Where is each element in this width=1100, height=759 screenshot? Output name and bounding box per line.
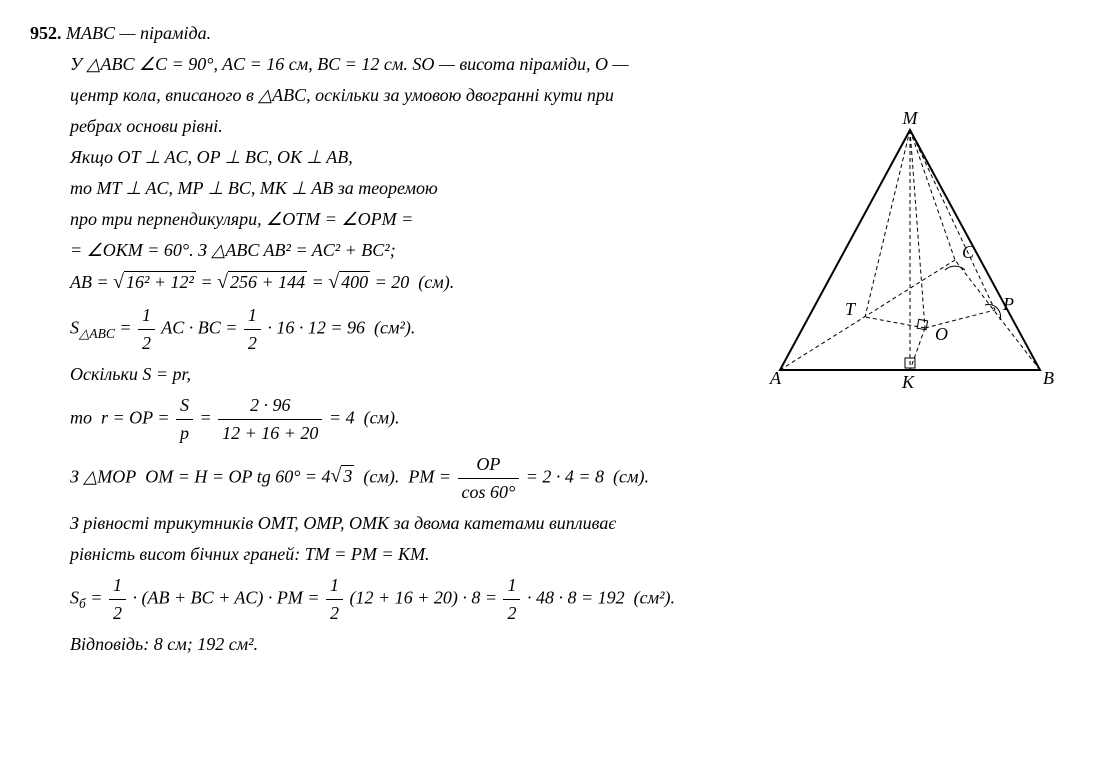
s-eq: = bbox=[115, 317, 136, 337]
frac-half-2: 12 bbox=[244, 302, 261, 357]
label-a: A bbox=[769, 368, 782, 388]
ab-pre: AB = bbox=[70, 272, 113, 292]
equal-line1: З рівності трикутників OMT, OMP, OMK за … bbox=[70, 510, 1070, 537]
sb-label: S bbox=[70, 587, 79, 607]
sqrt-1: 16² + 12² bbox=[113, 268, 196, 298]
mop-line: З △MOP OM = H = OP tg 60° = 43 (см). PM … bbox=[70, 451, 1070, 506]
problem-number: 952. bbox=[30, 23, 62, 43]
s-sub: △ABC bbox=[79, 326, 115, 341]
r-eq: = bbox=[195, 407, 216, 427]
mop-mid: (см). PM = bbox=[354, 466, 455, 486]
line-4: Якщо OT ⊥ AC, OP ⊥ BC, OK ⊥ AB, bbox=[70, 144, 750, 171]
r-result: = 4 (см). bbox=[324, 407, 399, 427]
pyramid-diagram: M A B C T P O K bbox=[760, 110, 1060, 410]
label-m: M bbox=[902, 110, 919, 128]
sb-sub: б bbox=[79, 596, 86, 611]
line-2: центр кола, вписаного в △ABC, оскільки з… bbox=[70, 82, 1070, 109]
label-c: C bbox=[962, 242, 975, 262]
s-abc-calc: S△ABC = 12 AC · BC = 12 · 16 · 12 = 96 (… bbox=[70, 302, 750, 357]
answer-text: 8 см; 192 см². bbox=[149, 634, 258, 654]
line-7: = ∠OKM = 60°. З △ABC AB² = AC² + BC²; bbox=[70, 237, 750, 264]
frac-half-1: 12 bbox=[138, 302, 155, 357]
mop-pre: З △MOP OM = H = OP tg 60° = 4 bbox=[70, 466, 331, 486]
ab-eq1: = bbox=[196, 272, 217, 292]
then-pre: то r = OP = bbox=[70, 407, 174, 427]
s-mid: AC · BC = bbox=[157, 317, 242, 337]
frac-pm: OPcos 60° bbox=[458, 451, 520, 506]
line-6: про три перпендикуляри, ∠OTM = ∠OPM = bbox=[70, 206, 750, 233]
line-1: У △ABC ∠C = 90°, AC = 16 см, BC = 12 см.… bbox=[70, 51, 1070, 78]
equal-line2: рівність висот бічних граней: TM = PM = … bbox=[70, 541, 1070, 568]
s-label: S bbox=[70, 317, 79, 337]
ab-eq2: = bbox=[307, 272, 328, 292]
sqrt-2: 256 + 144 bbox=[217, 268, 307, 298]
problem-content: 952. MABC — піраміда. У △ABC ∠C = 90°, A… bbox=[30, 20, 1070, 658]
s-mid2: · 16 · 12 = 96 (см²). bbox=[263, 317, 416, 337]
sb-eq: = bbox=[86, 587, 107, 607]
dashed-lines bbox=[780, 130, 1040, 370]
label-p: P bbox=[1002, 294, 1014, 314]
label-k: K bbox=[901, 372, 915, 392]
sb-mid1: · (AB + BC + AC) · PM = bbox=[128, 587, 324, 607]
sb-mid2: (12 + 16 + 20) · 8 = bbox=[345, 587, 501, 607]
answer-label: Відповідь: bbox=[70, 634, 149, 654]
ab-calc: AB = 16² + 12² = 256 + 144 = 400 = 20 (с… bbox=[70, 268, 750, 298]
frac-sp: Sp bbox=[176, 392, 193, 447]
answer-line: Відповідь: 8 см; 192 см². bbox=[70, 631, 1070, 658]
line-5: то MT ⊥ AC, MP ⊥ BC, MK ⊥ AB за теоремою bbox=[70, 175, 750, 202]
sb-calc: Sб = 12 · (AB + BC + AC) · PM = 12 (12 +… bbox=[70, 572, 1070, 627]
sb-mid3: · 48 · 8 = 192 (см²). bbox=[522, 587, 675, 607]
label-b: B bbox=[1043, 368, 1054, 388]
title: MABC — піраміда. bbox=[66, 23, 211, 43]
frac-half-4: 12 bbox=[326, 572, 343, 627]
r-calc: то r = OP = Sp = 2 · 9612 + 16 + 20 = 4 … bbox=[70, 392, 750, 447]
since-line: Оскільки S = pr, bbox=[70, 361, 750, 388]
frac-r: 2 · 9612 + 16 + 20 bbox=[218, 392, 322, 447]
pm-result: = 2 · 4 = 8 (см). bbox=[521, 466, 649, 486]
first-line: 952. MABC — піраміда. bbox=[30, 20, 1070, 47]
sqrt-3: 400 bbox=[328, 268, 370, 298]
sqrt-4: 3 bbox=[331, 462, 355, 492]
label-o: O bbox=[935, 324, 948, 344]
label-t: T bbox=[845, 299, 857, 319]
frac-half-3: 12 bbox=[109, 572, 126, 627]
ab-result: = 20 (см). bbox=[370, 272, 454, 292]
frac-half-5: 12 bbox=[503, 572, 520, 627]
